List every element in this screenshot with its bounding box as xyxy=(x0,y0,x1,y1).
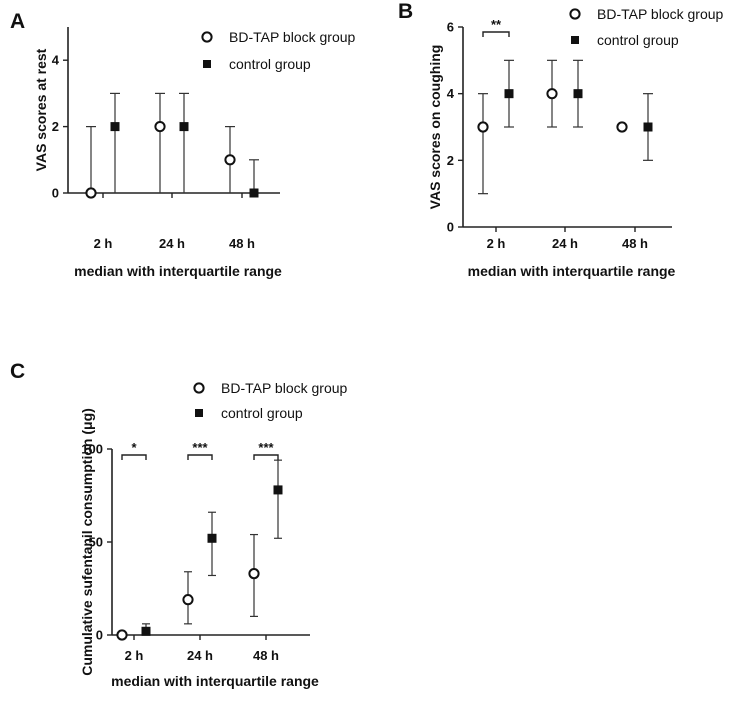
legend-marker-square xyxy=(571,36,579,44)
panel-letter: A xyxy=(10,10,25,33)
series-control xyxy=(504,59,653,161)
data-point xyxy=(273,485,283,495)
significance-label: *** xyxy=(192,440,208,455)
bracket-line xyxy=(121,454,147,460)
x-tick-label: 24 h xyxy=(159,236,185,251)
legend-label: BD-TAP block group xyxy=(597,6,724,22)
series-bd-tap xyxy=(116,533,260,641)
significance-label: ** xyxy=(491,17,502,32)
y-tick-label: 100 xyxy=(81,442,103,457)
x-axis-title: median with interquartile range xyxy=(74,263,282,279)
legend-marker-circle xyxy=(193,382,205,394)
series-bd-tap xyxy=(85,92,236,199)
data-point xyxy=(616,121,628,133)
data-point xyxy=(573,89,583,99)
data-point xyxy=(110,122,120,132)
x-tick-label: 24 h xyxy=(552,236,578,251)
y-tick-label: 2 xyxy=(52,119,59,134)
data-point xyxy=(85,187,97,199)
legend-label: control group xyxy=(229,56,311,72)
panel-b: B 0 2 4 6 2 h 24 h 48 h VAS scores on coughing me… xyxy=(398,0,724,279)
data-point xyxy=(141,626,151,636)
legend-entry: BD-TAP block group xyxy=(193,380,348,396)
data-point xyxy=(546,88,558,100)
x-axis-title: median with interquartile range xyxy=(111,673,319,689)
legend-entry: BD-TAP block group xyxy=(569,6,724,22)
x-axis-title: median with interquartile range xyxy=(468,263,676,279)
legend-label: control group xyxy=(597,32,679,48)
y-tick-label: 6 xyxy=(447,20,454,35)
series-bd-tap xyxy=(477,59,628,195)
y-tick-label: 0 xyxy=(52,186,59,201)
legend-marker-square xyxy=(195,409,203,417)
significance-bracket: *** xyxy=(253,440,279,460)
data-point xyxy=(207,533,217,543)
legend-marker-circle xyxy=(201,31,213,43)
significance-label: * xyxy=(131,440,137,455)
legend-label: BD-TAP block group xyxy=(221,380,348,396)
panel-letter: C xyxy=(10,360,25,383)
x-tick-label: 24 h xyxy=(187,648,213,663)
series-control xyxy=(110,92,259,198)
data-point xyxy=(477,121,489,133)
data-point xyxy=(154,121,166,133)
data-point xyxy=(248,568,260,580)
panel-c: C 0 50 100 2 h 24 h 48 h Cumulative sufentanil … xyxy=(10,360,348,689)
x-tick-label: 48 h xyxy=(229,236,255,251)
series-control xyxy=(141,459,283,636)
y-tick-label: 0 xyxy=(447,220,454,235)
bracket-line xyxy=(253,454,279,460)
legend-entry: control group xyxy=(203,56,311,72)
y-tick-label: 4 xyxy=(52,53,60,68)
x-tick-label: 48 h xyxy=(253,648,279,663)
x-tick-label: 48 h xyxy=(622,236,648,251)
data-point xyxy=(249,188,259,198)
x-tick-label: 2 h xyxy=(94,236,113,251)
legend-marker-circle xyxy=(569,8,581,20)
data-point xyxy=(224,154,236,166)
panel-letter: B xyxy=(398,0,413,23)
y-axis-title: Cumulative sufentanil consumption (μg) xyxy=(79,408,95,676)
legend-marker-square xyxy=(203,60,211,68)
x-tick-label: 2 h xyxy=(125,648,144,663)
panel-a: A 0 2 4 2 h 24 h 48 h VAS scores at rest median … xyxy=(10,10,356,279)
significance-bracket: *** xyxy=(187,440,213,460)
bracket-line xyxy=(482,31,510,37)
significance-label: *** xyxy=(258,440,274,455)
legend-label: BD-TAP block group xyxy=(229,29,356,45)
y-tick-label: 2 xyxy=(447,153,454,168)
data-point xyxy=(643,122,653,132)
x-tick-label: 2 h xyxy=(487,236,506,251)
legend-entry: control group xyxy=(195,405,303,421)
significance-bracket: ** xyxy=(482,17,510,37)
significance-bracket: * xyxy=(121,440,147,460)
data-point xyxy=(116,629,128,641)
y-tick-label: 50 xyxy=(89,535,103,550)
bracket-line xyxy=(187,454,213,460)
legend-entry: BD-TAP block group xyxy=(201,29,356,45)
y-tick-label: 0 xyxy=(96,628,103,643)
legend-label: control group xyxy=(221,405,303,421)
data-point xyxy=(179,122,189,132)
y-tick-label: 4 xyxy=(447,86,455,101)
y-axis-title: VAS scores on coughing xyxy=(427,45,443,210)
data-point xyxy=(182,594,194,606)
y-axis-title: VAS scores at rest xyxy=(33,48,49,171)
data-point xyxy=(504,89,514,99)
legend-entry: control group xyxy=(571,32,679,48)
